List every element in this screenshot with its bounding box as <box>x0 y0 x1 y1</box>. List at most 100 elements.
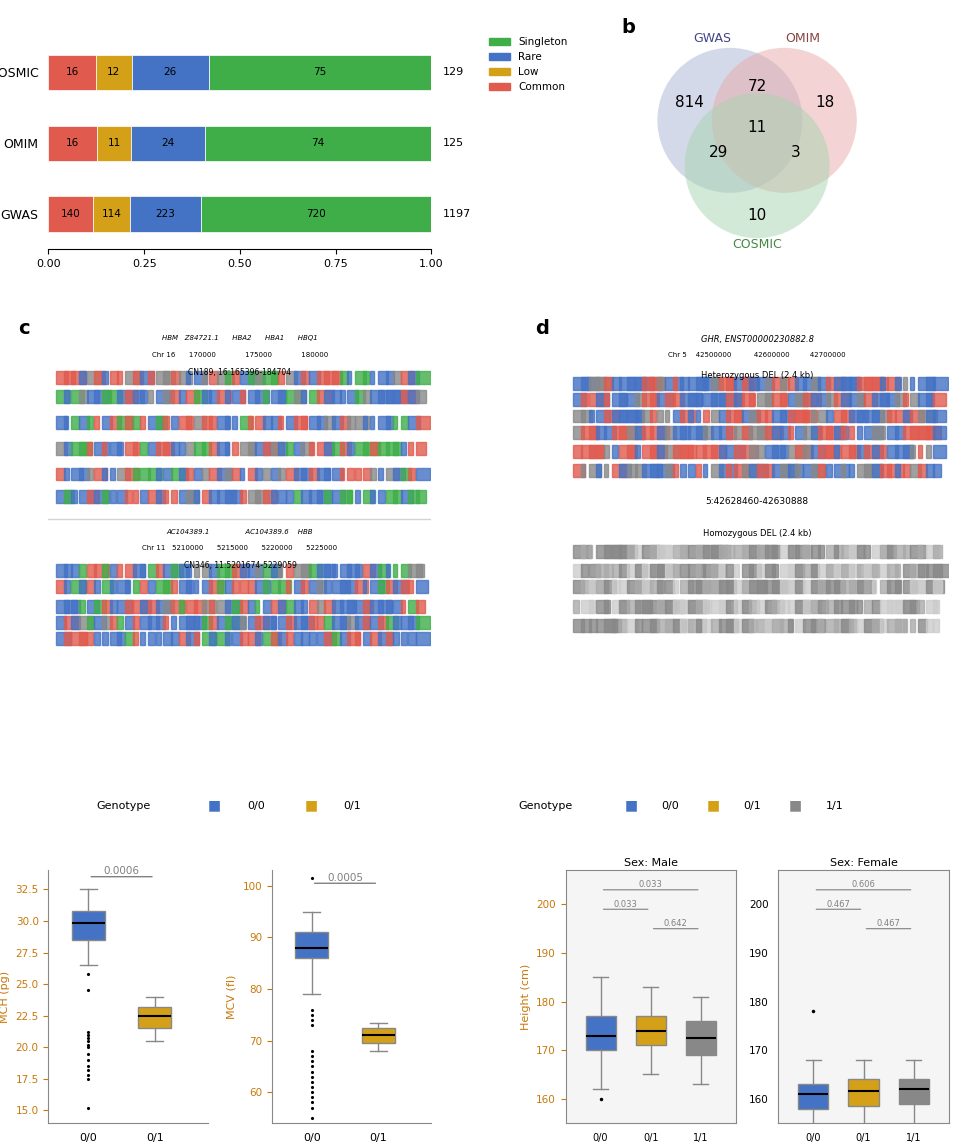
FancyBboxPatch shape <box>657 425 666 439</box>
FancyBboxPatch shape <box>620 619 627 633</box>
FancyBboxPatch shape <box>301 633 309 645</box>
FancyBboxPatch shape <box>355 371 366 384</box>
FancyBboxPatch shape <box>933 425 946 439</box>
FancyBboxPatch shape <box>301 581 308 594</box>
FancyBboxPatch shape <box>332 416 343 429</box>
FancyBboxPatch shape <box>194 391 207 403</box>
FancyBboxPatch shape <box>232 599 242 613</box>
FancyBboxPatch shape <box>87 391 100 403</box>
FancyBboxPatch shape <box>164 442 173 455</box>
FancyBboxPatch shape <box>370 371 375 384</box>
FancyBboxPatch shape <box>278 468 285 480</box>
FancyBboxPatch shape <box>363 490 374 503</box>
FancyBboxPatch shape <box>293 490 301 503</box>
FancyBboxPatch shape <box>171 599 186 613</box>
FancyBboxPatch shape <box>171 564 183 578</box>
FancyBboxPatch shape <box>788 599 803 613</box>
FancyBboxPatch shape <box>818 445 832 458</box>
FancyBboxPatch shape <box>918 599 924 613</box>
FancyBboxPatch shape <box>811 599 817 613</box>
FancyBboxPatch shape <box>734 445 741 458</box>
FancyBboxPatch shape <box>79 615 93 629</box>
Text: 74: 74 <box>312 139 324 148</box>
FancyBboxPatch shape <box>910 409 924 423</box>
FancyBboxPatch shape <box>833 599 842 613</box>
FancyBboxPatch shape <box>64 633 71 645</box>
FancyBboxPatch shape <box>604 599 610 613</box>
FancyBboxPatch shape <box>385 615 399 629</box>
FancyBboxPatch shape <box>401 615 413 629</box>
FancyBboxPatch shape <box>688 619 706 633</box>
FancyBboxPatch shape <box>317 371 329 384</box>
FancyBboxPatch shape <box>332 468 343 480</box>
FancyBboxPatch shape <box>573 409 586 423</box>
FancyBboxPatch shape <box>888 393 899 407</box>
FancyBboxPatch shape <box>880 464 892 477</box>
FancyBboxPatch shape <box>918 464 927 477</box>
PathPatch shape <box>636 1017 666 1045</box>
FancyBboxPatch shape <box>79 581 86 594</box>
FancyBboxPatch shape <box>741 599 751 613</box>
Text: 26: 26 <box>164 68 177 78</box>
FancyBboxPatch shape <box>673 619 686 633</box>
FancyBboxPatch shape <box>293 564 309 578</box>
FancyBboxPatch shape <box>102 371 108 384</box>
FancyBboxPatch shape <box>772 464 790 477</box>
FancyBboxPatch shape <box>301 391 306 403</box>
FancyBboxPatch shape <box>696 581 710 594</box>
FancyBboxPatch shape <box>348 468 353 480</box>
FancyBboxPatch shape <box>604 619 617 633</box>
FancyBboxPatch shape <box>64 615 78 629</box>
FancyBboxPatch shape <box>826 409 833 423</box>
FancyBboxPatch shape <box>355 615 370 629</box>
FancyBboxPatch shape <box>301 490 312 503</box>
FancyBboxPatch shape <box>734 393 741 407</box>
FancyBboxPatch shape <box>263 490 278 503</box>
FancyBboxPatch shape <box>933 464 941 477</box>
FancyBboxPatch shape <box>612 545 626 558</box>
FancyBboxPatch shape <box>164 371 175 384</box>
FancyBboxPatch shape <box>263 371 278 384</box>
FancyBboxPatch shape <box>627 377 646 391</box>
FancyBboxPatch shape <box>696 599 709 613</box>
FancyBboxPatch shape <box>864 599 872 613</box>
FancyBboxPatch shape <box>719 445 726 458</box>
FancyBboxPatch shape <box>803 425 822 439</box>
FancyBboxPatch shape <box>393 468 405 480</box>
FancyBboxPatch shape <box>841 581 855 594</box>
FancyBboxPatch shape <box>726 445 745 458</box>
FancyBboxPatch shape <box>148 416 163 429</box>
FancyBboxPatch shape <box>156 599 169 613</box>
FancyBboxPatch shape <box>726 599 737 613</box>
FancyBboxPatch shape <box>657 464 674 477</box>
FancyBboxPatch shape <box>780 393 786 407</box>
FancyBboxPatch shape <box>673 581 678 594</box>
FancyBboxPatch shape <box>263 615 276 629</box>
FancyBboxPatch shape <box>293 599 303 613</box>
FancyBboxPatch shape <box>87 490 99 503</box>
Text: COSMIC: COSMIC <box>732 238 782 251</box>
Text: 0.642: 0.642 <box>664 919 687 928</box>
FancyBboxPatch shape <box>87 615 94 629</box>
FancyBboxPatch shape <box>340 391 345 403</box>
FancyBboxPatch shape <box>194 581 198 594</box>
FancyBboxPatch shape <box>581 464 586 477</box>
FancyBboxPatch shape <box>64 371 75 384</box>
FancyBboxPatch shape <box>910 425 929 439</box>
FancyBboxPatch shape <box>148 633 155 645</box>
FancyBboxPatch shape <box>765 425 783 439</box>
FancyBboxPatch shape <box>363 416 367 429</box>
FancyBboxPatch shape <box>634 545 643 558</box>
Text: HBM   Z84721.1      HBA2      HBA1      HBQ1: HBM Z84721.1 HBA2 HBA1 HBQ1 <box>162 336 318 342</box>
FancyBboxPatch shape <box>217 416 229 429</box>
Text: 0/1: 0/1 <box>344 801 361 810</box>
FancyBboxPatch shape <box>324 615 334 629</box>
FancyBboxPatch shape <box>620 425 637 439</box>
FancyBboxPatch shape <box>741 581 758 594</box>
FancyBboxPatch shape <box>581 564 588 578</box>
FancyBboxPatch shape <box>864 564 877 578</box>
FancyBboxPatch shape <box>201 416 213 429</box>
FancyBboxPatch shape <box>125 564 136 578</box>
FancyBboxPatch shape <box>673 599 689 613</box>
FancyBboxPatch shape <box>171 490 177 503</box>
